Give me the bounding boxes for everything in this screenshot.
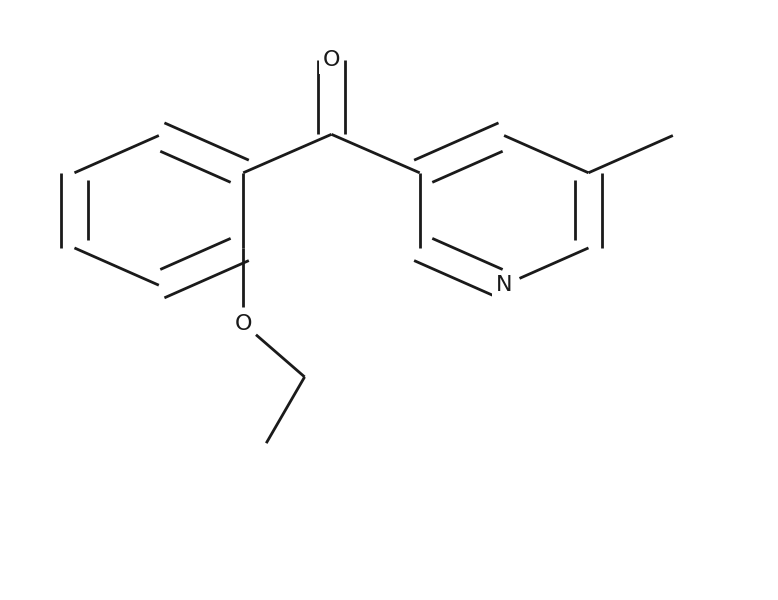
Text: O: O [234,314,252,334]
Text: O: O [323,50,340,70]
Text: N: N [496,275,513,295]
